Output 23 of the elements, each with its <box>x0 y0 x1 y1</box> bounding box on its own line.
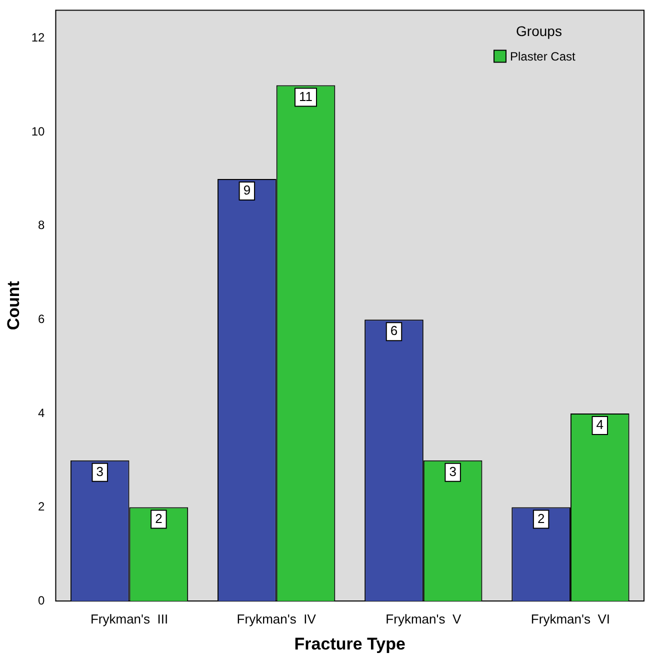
y-tick-label: 8 <box>38 218 46 232</box>
data-label: 2 <box>155 510 162 526</box>
data-label: 6 <box>390 323 398 338</box>
x-tick-label: Frykman's IV <box>236 611 316 626</box>
y-tick-label: 4 <box>38 406 46 420</box>
y-tick-label: 10 <box>31 124 46 138</box>
y-tick-label: 12 <box>31 30 46 45</box>
data-label: 4 <box>596 417 604 432</box>
y-tick-label: 0 <box>38 593 46 608</box>
legend-title: Groups <box>516 23 562 40</box>
x-tick-label: Frykman's VI <box>530 611 610 626</box>
legend-label: Plaster Cast <box>510 50 576 64</box>
data-label: 9 <box>243 182 251 198</box>
data-label: 11 <box>299 88 313 104</box>
data-label: 3 <box>449 464 456 479</box>
data-label: 3 <box>96 464 104 479</box>
x-tick-label: Frykman's V <box>386 611 462 626</box>
y-tick-label: 2 <box>38 500 46 514</box>
x-tick-label: Frykman's III <box>90 611 168 626</box>
y-axis-title: Count <box>4 280 23 330</box>
data-label: 2 <box>537 510 545 526</box>
y-tick-label: 6 <box>38 312 46 326</box>
x-axis-title: Fracture Type <box>294 634 406 654</box>
